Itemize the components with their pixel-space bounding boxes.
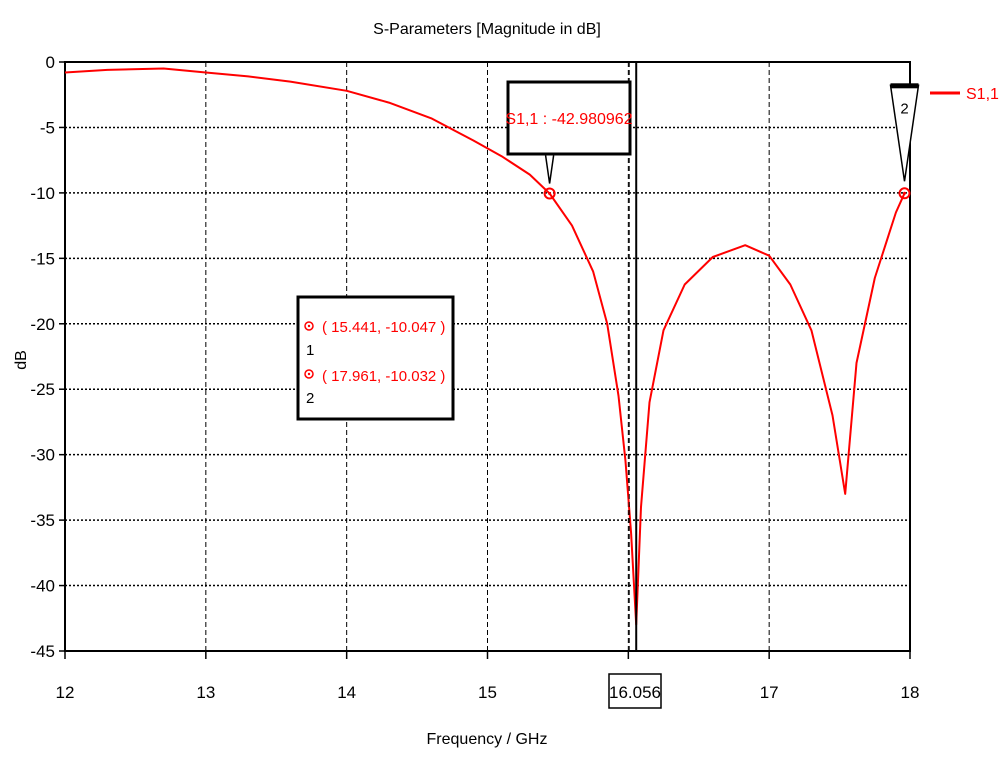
x-tick-label: 14 xyxy=(337,683,356,702)
y-tick-label: 0 xyxy=(46,53,55,72)
marker-layer: 2 xyxy=(543,83,920,200)
legend-label-s11: S1,1 xyxy=(966,86,999,103)
marker-info-frame xyxy=(296,295,455,421)
marker-2-point xyxy=(898,187,911,200)
cursor-readout-frame xyxy=(506,80,632,156)
chart-title: S-Parameters [Magnitude in dB] xyxy=(373,21,601,38)
x-tick-label: 13 xyxy=(196,683,215,702)
marker-1-point xyxy=(543,187,556,200)
marker-1-icon xyxy=(304,321,314,331)
y-tick-label: -20 xyxy=(30,315,55,334)
marker-2-box-number: 2 xyxy=(306,390,314,407)
marker-2-readout: ( 17.961, -10.032 ) xyxy=(322,368,445,385)
x-tick-label: 15 xyxy=(478,683,497,702)
legend: S1,1 xyxy=(930,86,999,103)
marker-info-box: 1 ( 15.441, -10.047 ) 2 ( 17.961, -10.03… xyxy=(296,295,455,421)
marker-1-box-number: 1 xyxy=(306,342,314,359)
marker-2-pointer-cap xyxy=(890,83,919,89)
marker-2-icon xyxy=(304,369,314,379)
x-tick-label: 17 xyxy=(760,683,779,702)
marker-1-icon-dot xyxy=(307,324,311,328)
marker-1-readout: ( 15.441, -10.047 ) xyxy=(322,319,445,336)
cursor-x-label-frame xyxy=(608,673,662,709)
cursor-readout-box: S1,1 : -42.980962 xyxy=(505,80,633,156)
y-tick-label: -45 xyxy=(30,642,55,661)
y-tick-label: -5 xyxy=(40,118,55,137)
marker-2-pointer-label: 2 xyxy=(900,100,908,117)
marker-1-point-dot xyxy=(548,192,552,196)
y-tick-label: -35 xyxy=(30,511,55,530)
grid-layer xyxy=(65,62,910,651)
marker-1-pointer-icon xyxy=(544,155,555,184)
y-tick-label: -15 xyxy=(30,249,55,268)
x-tick-label: 12 xyxy=(56,683,75,702)
cursor-readout-text: S1,1 : -42.980962 xyxy=(505,111,632,128)
series-line-s11 xyxy=(64,67,906,626)
cursor-x-label-text: 16.056 xyxy=(609,683,661,702)
cursor-x-label: 16.056 xyxy=(608,673,662,709)
marker-2-point-dot xyxy=(903,191,907,195)
y-tick-labels: 0 -5 -10 -15 -20 -25 -30 -35 -40 -45 xyxy=(30,53,65,661)
cursor-layer xyxy=(628,62,638,651)
y-tick-label: -30 xyxy=(30,446,55,465)
y-axis-label: dB xyxy=(13,350,30,370)
series-layer xyxy=(64,67,906,626)
x-tick-label: 18 xyxy=(901,683,920,702)
marker-2-icon-dot xyxy=(307,372,311,376)
x-axis-label: Frequency / GHz xyxy=(427,731,548,748)
y-tick-label: -40 xyxy=(30,577,55,596)
y-tick-label: -25 xyxy=(30,380,55,399)
y-tick-label: -10 xyxy=(30,184,55,203)
